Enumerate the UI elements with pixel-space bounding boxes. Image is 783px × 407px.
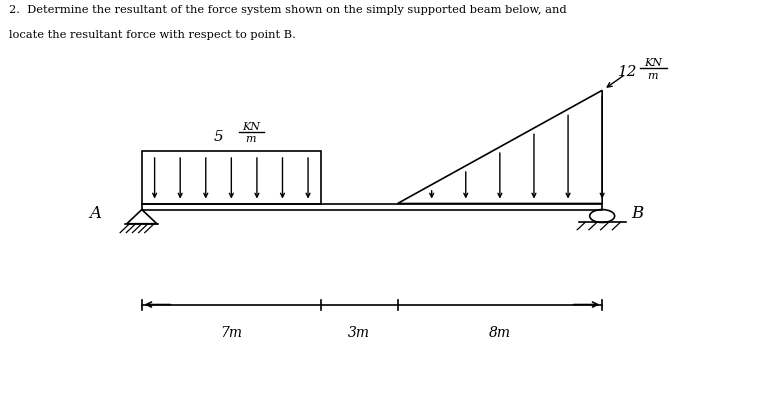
- Text: 2.  Determine the resultant of the force system shown on the simply supported be: 2. Determine the resultant of the force …: [9, 5, 567, 15]
- Text: B: B: [631, 205, 644, 222]
- Text: KN: KN: [242, 122, 260, 132]
- Text: m: m: [246, 134, 256, 144]
- Text: A: A: [89, 205, 101, 222]
- Text: m: m: [648, 71, 659, 81]
- Text: 3m: 3m: [348, 326, 370, 340]
- Text: 8m: 8m: [489, 326, 511, 340]
- Text: 7m: 7m: [220, 326, 242, 340]
- Text: locate the resultant force with respect to point B.: locate the resultant force with respect …: [9, 30, 296, 40]
- Text: 5: 5: [214, 130, 223, 144]
- Text: 12: 12: [618, 65, 637, 79]
- Bar: [142, 151, 321, 204]
- Text: KN: KN: [644, 58, 662, 68]
